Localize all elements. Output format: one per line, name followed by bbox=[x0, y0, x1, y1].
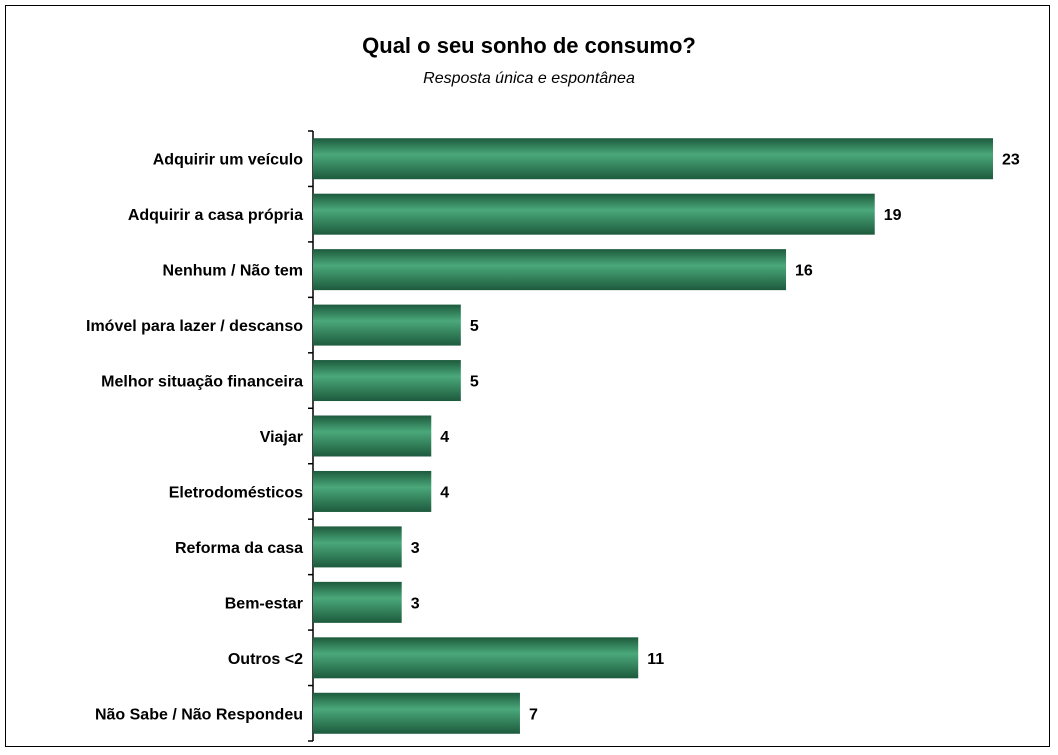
category-label: Bem-estar bbox=[225, 595, 303, 612]
bar bbox=[313, 637, 639, 679]
category-label: Não Sabe / Não Respondeu bbox=[95, 706, 303, 723]
bar bbox=[313, 360, 461, 402]
chart-frame bbox=[5, 5, 1050, 747]
category-label: Outros <2 bbox=[228, 651, 303, 668]
data-label: 16 bbox=[795, 263, 813, 280]
data-label: 5 bbox=[470, 318, 479, 335]
category-label: Adquirir a casa própria bbox=[128, 207, 303, 224]
bar bbox=[313, 581, 402, 623]
data-label: 19 bbox=[884, 207, 902, 224]
data-label: 3 bbox=[411, 540, 420, 557]
data-label: 5 bbox=[470, 374, 479, 391]
bar bbox=[313, 415, 432, 457]
category-label: Imóvel para lazer / descanso bbox=[86, 318, 303, 335]
chart-subtitle: Resposta única e espontânea bbox=[423, 70, 635, 87]
category-label: Nenhum / Não tem bbox=[163, 263, 303, 280]
bar bbox=[313, 304, 461, 346]
bar bbox=[313, 193, 875, 235]
bar bbox=[313, 138, 993, 180]
data-label: 4 bbox=[440, 429, 449, 446]
category-label: Melhor situação financeira bbox=[101, 374, 303, 391]
bar bbox=[313, 526, 402, 568]
data-label: 11 bbox=[647, 651, 664, 668]
data-label: 4 bbox=[440, 484, 449, 501]
category-label: Viajar bbox=[260, 429, 303, 446]
bar bbox=[313, 692, 520, 734]
bar bbox=[313, 470, 432, 512]
category-label: Reforma da casa bbox=[175, 540, 303, 557]
data-label: 23 bbox=[1002, 152, 1020, 169]
category-label: Adquirir um veículo bbox=[153, 152, 303, 169]
bars bbox=[313, 138, 993, 734]
labels: Adquirir um veículo 23 Adquirir a casa pró… bbox=[86, 152, 1020, 724]
data-label: 7 bbox=[529, 706, 538, 723]
bar bbox=[313, 249, 787, 291]
category-axis bbox=[308, 130, 314, 742]
chart-title: Qual o seu sonho de consumo? bbox=[362, 33, 696, 58]
data-label: 3 bbox=[411, 595, 420, 612]
category-label: Eletrodomésticos bbox=[169, 484, 303, 501]
